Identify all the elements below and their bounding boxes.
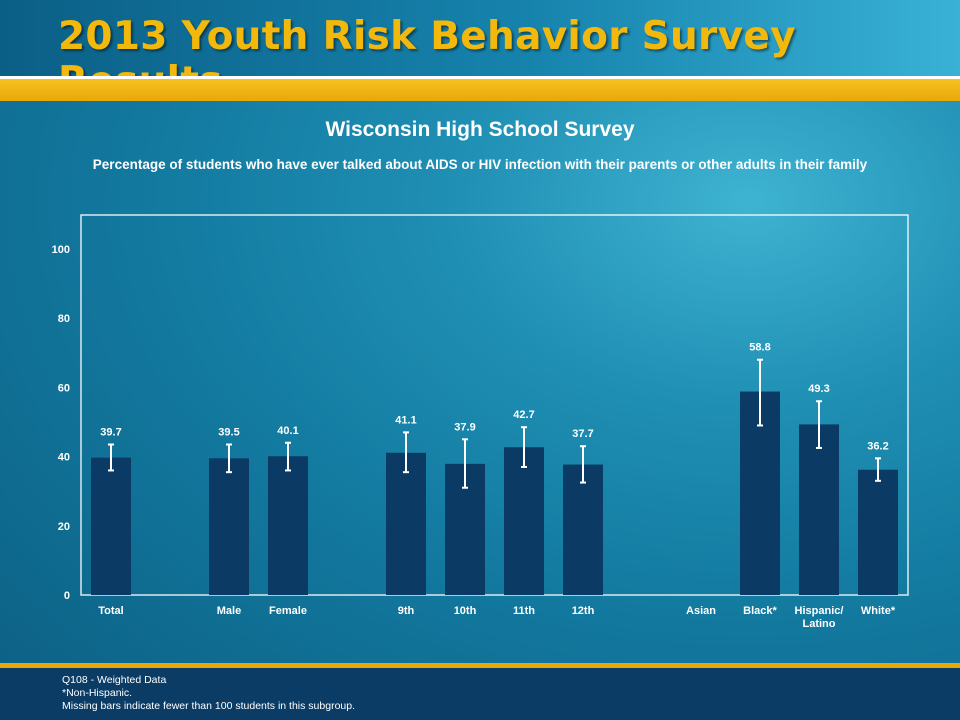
- data-label: 37.9: [454, 421, 475, 433]
- bar: [268, 456, 308, 595]
- x-tick-label: Hispanic/Latino: [795, 605, 844, 630]
- y-tick-label: 20: [58, 521, 70, 533]
- x-tick-label: Total: [98, 605, 123, 617]
- footer-note: *Non-Hispanic.: [62, 687, 133, 699]
- x-tick-label: Black*: [743, 605, 777, 617]
- y-tick-label: 80: [58, 313, 70, 325]
- chart-title: Wisconsin High School Survey: [325, 118, 635, 141]
- data-label: 49.3: [808, 383, 829, 395]
- data-label: 37.7: [572, 428, 593, 440]
- data-label: 40.1: [277, 425, 298, 437]
- chart-subtitle: Percentage of students who have ever tal…: [92, 157, 868, 172]
- bar: [386, 452, 426, 595]
- data-label: 41.1: [395, 414, 416, 426]
- data-label: 36.2: [867, 440, 888, 452]
- x-tick-label: White*: [861, 605, 896, 617]
- x-tick-label: Asian: [686, 605, 716, 617]
- x-tick-label: Female: [269, 605, 307, 617]
- y-tick-label: 40: [58, 452, 70, 464]
- y-axis: 0 20 40 60 80 100: [52, 244, 70, 602]
- bar: [563, 464, 603, 595]
- bars: [91, 391, 898, 595]
- y-tick-label: 100: [52, 244, 70, 256]
- slide-title: 2013 Youth Risk Behavior Survey Results: [58, 14, 796, 104]
- x-tick-label: 9th: [398, 605, 415, 617]
- x-tick-label: 11th: [513, 605, 535, 617]
- x-tick-label: 10th: [454, 605, 477, 617]
- x-axis: Total Male Female 9th 10th 11th 12th Asian Black…: [98, 605, 896, 630]
- footer-notes: Q108 - Weighted Data *Non-Hispanic. Miss…: [62, 674, 355, 713]
- gold-accent-bar: [0, 79, 960, 101]
- y-tick-label: 0: [64, 590, 70, 602]
- bar: [209, 458, 249, 595]
- data-label: 39.5: [218, 426, 239, 438]
- error-bars: [108, 358, 881, 489]
- data-label: 39.7: [100, 426, 121, 438]
- footer-note: Q108 - Weighted Data: [62, 674, 167, 686]
- y-tick-label: 60: [58, 382, 70, 394]
- bar: [858, 469, 898, 595]
- footer-band: [0, 663, 960, 720]
- header-divider: [0, 76, 960, 79]
- bar: [799, 424, 839, 595]
- data-label: 42.7: [513, 409, 534, 421]
- header-band: [0, 0, 960, 76]
- bar: [91, 457, 131, 595]
- plot-frame: [80, 214, 909, 596]
- footer-note: Missing bars indicate fewer than 100 stu…: [62, 700, 356, 712]
- value-labels: 39.7 39.5 40.1 41.1 37.9 42.7 37.7 58.8 49.3 36.2: [100, 342, 888, 453]
- data-label: 58.8: [749, 342, 770, 354]
- x-tick-label: Male: [217, 605, 241, 617]
- x-tick-label: 12th: [572, 605, 595, 617]
- bar: [504, 447, 544, 595]
